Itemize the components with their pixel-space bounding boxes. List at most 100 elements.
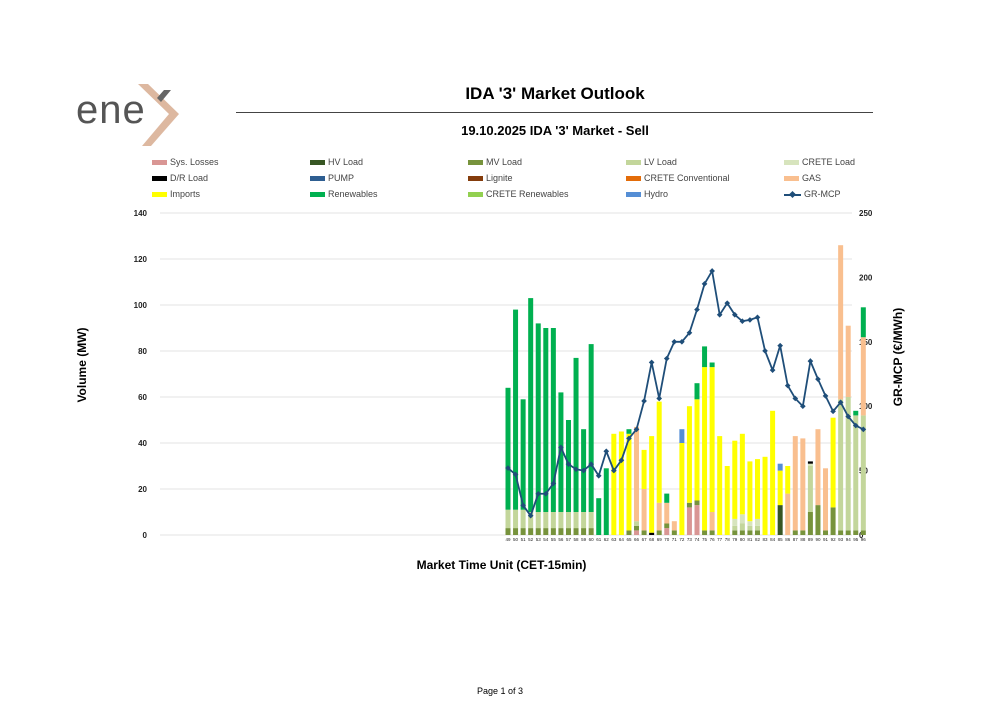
- x-tick-label: 55: [551, 537, 557, 542]
- x-tick-label: 70: [664, 537, 670, 542]
- legend-label: Hydro: [644, 189, 669, 199]
- legend-label: CRETE Conventional: [644, 173, 730, 183]
- bar-segment-hydro: [679, 429, 685, 443]
- bar-segment-mv-load: [535, 528, 541, 535]
- bar-segment-renewables: [702, 346, 708, 368]
- bar-segment-imports: [679, 443, 685, 535]
- bar-segment-mv-load: [853, 530, 859, 535]
- gr-mcp-line: [507, 268, 864, 518]
- gr-mcp-point: [815, 376, 821, 382]
- bar-segment-lv-load: [845, 397, 851, 531]
- bar-segment-lv-load: [558, 512, 564, 529]
- gr-mcp-point: [837, 399, 844, 406]
- legend-swatch: [152, 175, 167, 181]
- bar-segment-mv-load: [641, 530, 647, 535]
- bar-segment-gas: [792, 436, 798, 531]
- legend-label: LV Load: [644, 157, 677, 167]
- bar-segment-renewables: [543, 328, 549, 512]
- bar-segment-renewables: [550, 328, 556, 512]
- bar-segment-mv-load: [528, 528, 534, 535]
- bar-segment-renewables: [603, 468, 609, 535]
- x-tick-label: 82: [755, 537, 761, 542]
- legend-label: GAS: [802, 173, 822, 183]
- x-tick-label: 86: [785, 537, 791, 542]
- bar-segment-lv-load: [573, 512, 579, 529]
- bar-segment-imports: [641, 449, 647, 489]
- legend-swatch: [310, 175, 325, 181]
- bar-segment-renewables: [528, 298, 534, 512]
- bar-segment-imports: [770, 410, 776, 535]
- legend-item-gr-mcp: GR-MCP: [784, 187, 841, 201]
- y-tick-label-right: 250: [859, 209, 873, 218]
- gr-mcp-point: [762, 347, 768, 354]
- bar-segment-renewables: [709, 362, 715, 368]
- bar-segment-crete-load: [732, 518, 738, 526]
- bar-segment-mv-load: [513, 528, 519, 535]
- bar-segment-mv-load: [860, 530, 866, 535]
- x-tick-label: 85: [778, 537, 784, 542]
- gr-mcp-point: [648, 359, 655, 366]
- bar-segment-mv-load: [573, 528, 579, 535]
- x-tick-label: 61: [596, 537, 602, 542]
- bar-segment-mv-load: [747, 530, 753, 535]
- gr-mcp-point: [679, 338, 685, 345]
- x-tick-label: 73: [687, 537, 693, 542]
- legend-swatch: [468, 175, 483, 181]
- bar-segment-imports: [830, 417, 836, 508]
- bar-segment-imports: [777, 470, 783, 506]
- bar-segment-lv-load: [588, 512, 594, 529]
- y-tick-label-left: 140: [134, 209, 148, 218]
- x-tick-label: 68: [649, 537, 655, 542]
- bar-segment-imports: [686, 406, 692, 503]
- bar-segment-imports: [785, 466, 791, 494]
- bar-segment-gas: [785, 493, 791, 535]
- gr-mcp-point: [792, 395, 799, 402]
- bar-segment-renewables: [505, 387, 511, 510]
- bar-segment-renewables: [853, 410, 859, 416]
- bar-segment-gas: [664, 502, 670, 524]
- bar-segment-mv-load: [626, 530, 632, 535]
- legend-line-marker-icon: [784, 192, 801, 197]
- y-tick-label-left: 80: [138, 347, 147, 356]
- x-tick-label: 69: [657, 537, 663, 542]
- bar-segment-mv-load: [505, 528, 511, 535]
- x-tick-label: 84: [770, 537, 776, 542]
- y-axis-label-left: Volume (MW): [75, 327, 89, 403]
- bar-segment-renewables: [626, 429, 632, 434]
- legend-item-crete-load: CRETE Load: [784, 155, 855, 169]
- gr-mcp-point: [595, 472, 602, 479]
- bar-segment-mv-load: [558, 528, 564, 535]
- legend-swatch: [310, 159, 325, 165]
- gr-mcp-point: [800, 403, 806, 410]
- legend-item-sys-losses: Sys. Losses: [152, 155, 219, 169]
- bar-segment-lv-load: [520, 509, 526, 529]
- legend-item-dr-load: D/R Load: [152, 171, 208, 185]
- x-tick-label: 57: [566, 537, 572, 542]
- x-tick-label: 80: [740, 537, 746, 542]
- y-tick-label-left: 60: [138, 393, 147, 402]
- bar-segment-gas: [845, 325, 851, 397]
- legend-swatch: [152, 191, 167, 197]
- y-tick-label-right: 200: [859, 273, 873, 282]
- bar-segment-imports: [611, 433, 617, 535]
- x-tick-label: 72: [679, 537, 685, 542]
- legend-label: CRETE Renewables: [486, 189, 569, 199]
- bar-segment-mv-load: [565, 528, 571, 535]
- gr-mcp-point: [716, 311, 723, 318]
- legend-item-lignite: Lignite: [468, 171, 513, 185]
- y-tick-label-right: 100: [859, 402, 873, 411]
- gr-mcp-point: [603, 448, 610, 455]
- gr-mcp-point: [580, 467, 587, 474]
- gr-mcp-point: [611, 467, 617, 474]
- bar-segment-mv-load: [823, 530, 829, 535]
- gr-mcp-point: [618, 457, 625, 464]
- x-tick-label: 62: [604, 537, 610, 542]
- legend-label: HV Load: [328, 157, 364, 167]
- gr-mcp-point: [747, 317, 753, 323]
- bar-segment-sys-losses: [686, 507, 692, 535]
- x-tick-label: 89: [808, 537, 814, 542]
- gr-mcp-point: [542, 490, 549, 497]
- legend-item-pump: PUMP: [310, 171, 354, 185]
- gr-mcp-point: [852, 422, 859, 429]
- gr-mcp-point: [641, 398, 647, 404]
